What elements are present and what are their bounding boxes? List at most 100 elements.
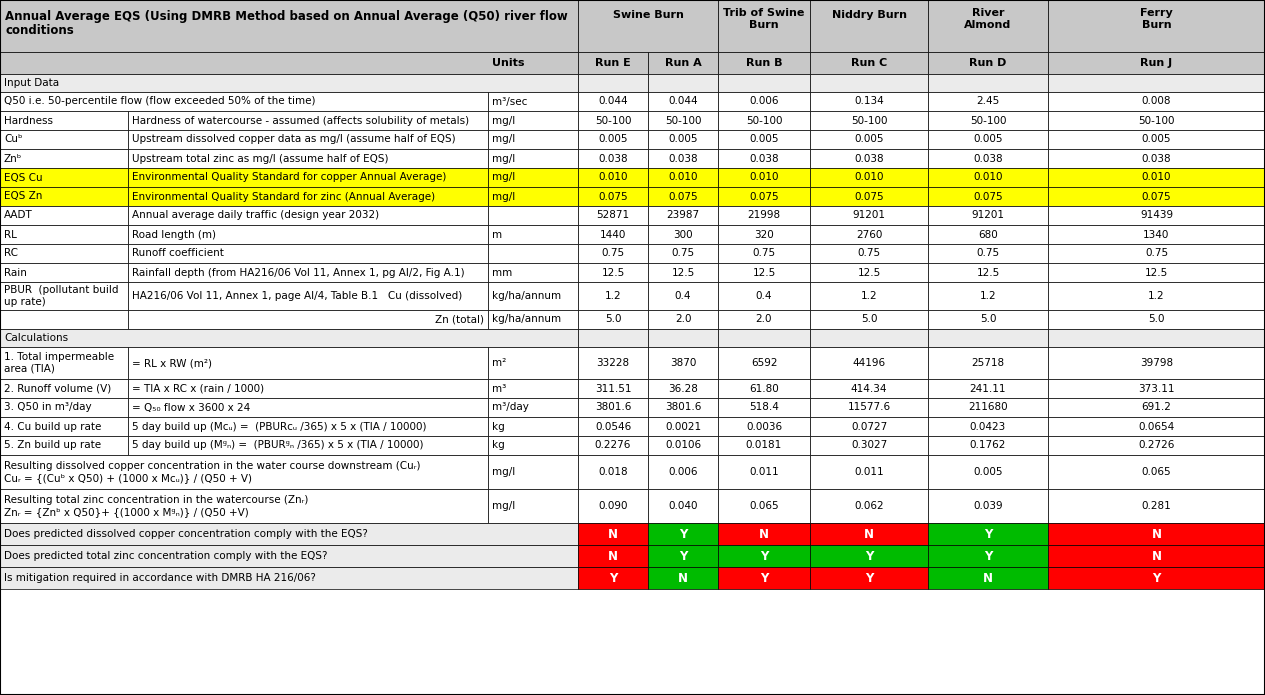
Text: mg/l: mg/l [492, 115, 515, 126]
Bar [578, 111, 648, 130]
Text: 0.005: 0.005 [973, 135, 1003, 145]
Bar [488, 206, 578, 225]
Bar [929, 282, 1047, 310]
Text: Annual average daily traffic (design year 2032): Annual average daily traffic (design yea… [132, 211, 380, 220]
Bar [929, 489, 1047, 523]
Text: Rainfall depth (from HA216/06 Vol 11, Annex 1, pg AI/2, Fig A.1): Rainfall depth (from HA216/06 Vol 11, An… [132, 268, 464, 277]
Bar [810, 310, 929, 329]
Bar [1047, 417, 1265, 436]
Text: 91439: 91439 [1140, 211, 1173, 220]
Text: 0.75: 0.75 [1145, 249, 1168, 259]
Bar [128, 398, 488, 417]
Text: mg/l: mg/l [492, 192, 515, 202]
Bar [648, 310, 719, 329]
Text: 0.075: 0.075 [973, 192, 1003, 202]
Text: 0.010: 0.010 [854, 172, 884, 183]
Text: 1.2: 1.2 [605, 291, 621, 301]
Bar [719, 379, 810, 398]
Bar [719, 244, 810, 263]
Bar [488, 187, 578, 206]
Bar [648, 168, 719, 187]
Text: N: N [983, 571, 993, 584]
Text: 311.51: 311.51 [595, 384, 631, 393]
Bar [648, 455, 719, 489]
Text: Y: Y [679, 550, 687, 562]
Bar [719, 206, 810, 225]
Bar [578, 329, 648, 347]
Text: 1.2: 1.2 [860, 291, 878, 301]
Bar [0, 523, 578, 545]
Bar [488, 379, 578, 398]
Text: 33228: 33228 [596, 358, 630, 368]
Bar [810, 455, 929, 489]
Text: 50-100: 50-100 [664, 115, 701, 126]
Text: Trib of Swine
Burn: Trib of Swine Burn [724, 8, 805, 30]
Bar [0, 329, 578, 347]
Text: 12.5: 12.5 [672, 268, 694, 277]
Bar [128, 111, 488, 130]
Text: 36.28: 36.28 [668, 384, 698, 393]
Text: Run A: Run A [664, 58, 701, 68]
Bar [128, 206, 488, 225]
Bar [578, 0, 719, 52]
Text: HA216/06 Vol 11, Annex 1, page AI/4, Table B.1   Cu (dissolved): HA216/06 Vol 11, Annex 1, page AI/4, Tab… [132, 291, 462, 301]
Bar [578, 379, 648, 398]
Text: 5.0: 5.0 [1149, 315, 1165, 325]
Bar [1047, 379, 1265, 398]
Text: 3801.6: 3801.6 [595, 402, 631, 413]
Text: Does predicted dissolved copper concentration comply with the EQS?: Does predicted dissolved copper concentr… [4, 529, 368, 539]
Bar [0, 310, 128, 329]
Text: m³/day: m³/day [492, 402, 529, 413]
Bar [929, 310, 1047, 329]
Bar [0, 263, 128, 282]
Text: 0.0021: 0.0021 [665, 421, 701, 432]
Bar [0, 168, 128, 187]
Bar [1047, 567, 1265, 589]
Text: 0.006: 0.006 [749, 97, 779, 106]
Bar [648, 52, 719, 74]
Text: Hardness of watercourse - assumed (affects solubility of metals): Hardness of watercourse - assumed (affec… [132, 115, 469, 126]
Bar [578, 206, 648, 225]
Text: 2.45: 2.45 [977, 97, 999, 106]
Text: 5.0: 5.0 [860, 315, 877, 325]
Bar [578, 455, 648, 489]
Bar [578, 347, 648, 379]
Bar [0, 92, 488, 111]
Text: 0.062: 0.062 [854, 501, 884, 511]
Text: River
Almond: River Almond [964, 8, 1012, 30]
Text: Y: Y [865, 550, 873, 562]
Text: 0.0423: 0.0423 [970, 421, 1006, 432]
Text: 0.1762: 0.1762 [970, 441, 1006, 450]
Text: 0.038: 0.038 [854, 154, 884, 163]
Text: Y: Y [984, 550, 992, 562]
Text: Swine Burn: Swine Burn [612, 10, 683, 20]
Text: 0.010: 0.010 [598, 172, 627, 183]
Text: Run J: Run J [1141, 58, 1173, 68]
Bar [929, 206, 1047, 225]
Bar [719, 398, 810, 417]
Bar [719, 111, 810, 130]
Text: m: m [492, 229, 502, 240]
Text: 12.5: 12.5 [601, 268, 625, 277]
Text: 0.039: 0.039 [973, 501, 1003, 511]
Bar [719, 523, 810, 545]
Bar [929, 74, 1047, 92]
Text: Environmental Quality Standard for copper Annual Average): Environmental Quality Standard for coppe… [132, 172, 447, 183]
Text: 0.044: 0.044 [598, 97, 627, 106]
Text: 0.075: 0.075 [668, 192, 698, 202]
Text: 0.038: 0.038 [973, 154, 1003, 163]
Text: 0.018: 0.018 [598, 467, 627, 477]
Text: Znᵇ: Znᵇ [4, 154, 23, 163]
Text: 300: 300 [673, 229, 693, 240]
Bar [1047, 52, 1265, 74]
Bar [578, 523, 648, 545]
Bar [810, 149, 929, 168]
Bar [0, 347, 128, 379]
Text: Hardness: Hardness [4, 115, 53, 126]
Text: 0.005: 0.005 [854, 135, 884, 145]
Bar [0, 379, 128, 398]
Text: 91201: 91201 [972, 211, 1004, 220]
Bar [648, 417, 719, 436]
Bar [128, 347, 488, 379]
Text: N: N [608, 528, 619, 541]
